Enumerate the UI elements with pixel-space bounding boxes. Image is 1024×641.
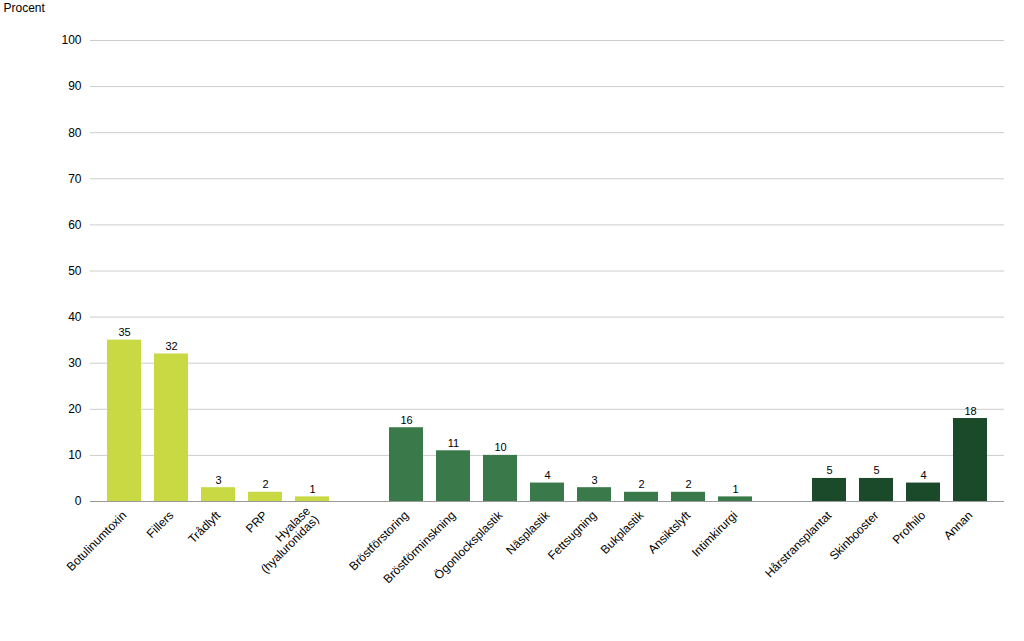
svg-text:5: 5 [826, 464, 832, 476]
svg-text:50: 50 [68, 264, 82, 278]
svg-text:4: 4 [544, 469, 550, 481]
svg-text:20: 20 [68, 402, 82, 416]
svg-text:Procent: Procent [4, 1, 46, 15]
svg-text:10: 10 [494, 441, 506, 453]
svg-text:4: 4 [920, 469, 926, 481]
svg-text:Hyalase(hyaluronidas): Hyalase(hyaluronidas) [249, 504, 321, 576]
svg-text:18: 18 [964, 405, 976, 417]
svg-text:90: 90 [68, 79, 82, 93]
svg-text:32: 32 [165, 340, 177, 352]
svg-text:Bröstförstoring: Bröstförstoring [346, 508, 412, 574]
svg-text:10: 10 [68, 448, 82, 462]
svg-text:Hårstransplantat: Hårstransplantat [762, 508, 835, 581]
svg-text:2: 2 [262, 478, 268, 490]
svg-text:Annan: Annan [941, 508, 975, 542]
svg-text:2: 2 [638, 478, 644, 490]
svg-text:0: 0 [75, 494, 82, 508]
svg-text:30: 30 [68, 356, 82, 370]
svg-text:Profhilo: Profhilo [890, 508, 929, 547]
svg-text:Intimkirurgi: Intimkirurgi [689, 508, 740, 559]
svg-text:Bröstförminskning: Bröstförminskning [380, 508, 459, 587]
svg-text:Botulinumtoxin: Botulinumtoxin [64, 508, 130, 574]
svg-text:2: 2 [685, 478, 691, 490]
svg-text:5: 5 [873, 464, 879, 476]
svg-text:16: 16 [400, 414, 412, 426]
svg-text:Näsplastik: Näsplastik [503, 508, 553, 558]
svg-text:3: 3 [215, 474, 221, 486]
svg-text:11: 11 [448, 437, 459, 449]
svg-text:40: 40 [68, 310, 82, 324]
svg-text:Fettsugning: Fettsugning [545, 508, 599, 562]
svg-text:Trådlyft: Trådlyft [185, 508, 223, 546]
svg-text:3: 3 [591, 474, 597, 486]
svg-text:80: 80 [68, 126, 82, 140]
svg-text:70: 70 [68, 172, 82, 186]
svg-text:1: 1 [309, 483, 315, 495]
svg-text:PRP: PRP [243, 508, 270, 535]
svg-text:Ögonlocksplastik: Ögonlocksplastik [431, 508, 506, 583]
svg-text:Fillers: Fillers [144, 508, 177, 541]
svg-text:100: 100 [61, 33, 81, 47]
svg-text:Bukplastik: Bukplastik [598, 508, 647, 557]
svg-text:Ansiktslyft: Ansiktslyft [645, 508, 694, 557]
svg-text:60: 60 [68, 218, 82, 232]
svg-text:Skinbooster: Skinbooster [827, 508, 882, 563]
svg-text:35: 35 [118, 326, 130, 338]
svg-text:1: 1 [732, 483, 738, 495]
